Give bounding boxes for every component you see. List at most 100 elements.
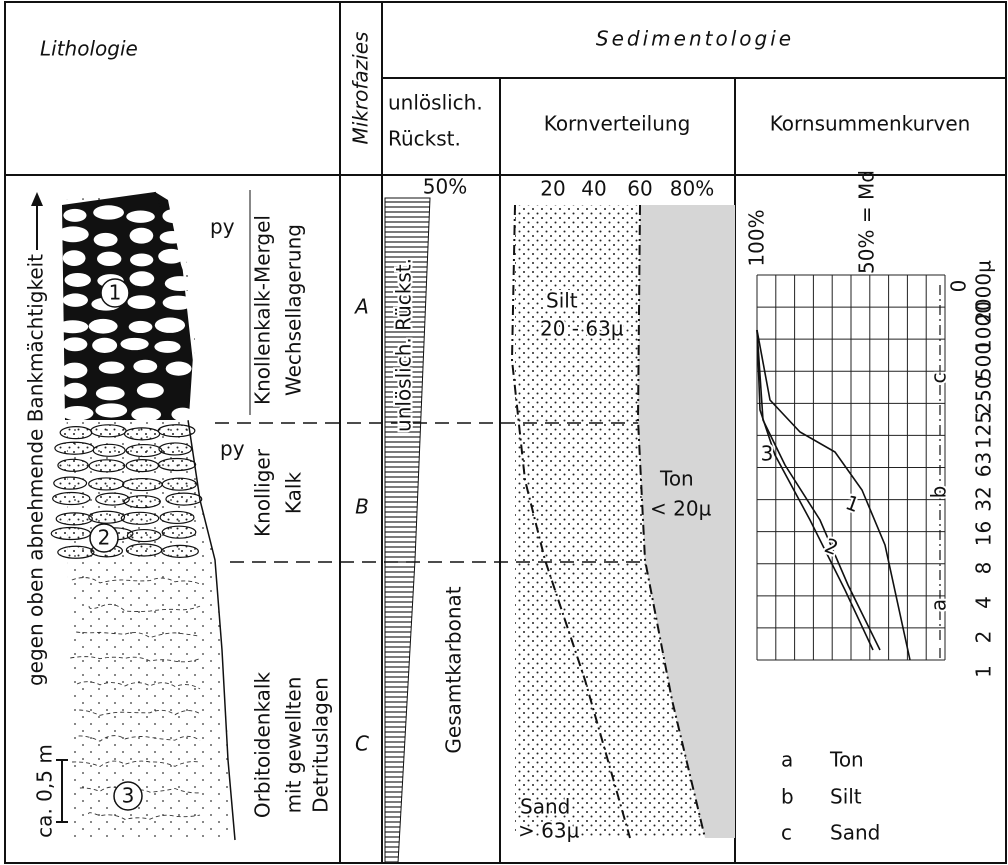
nodule [165,276,196,291]
bed-marker-label: 3 [122,784,135,808]
nodule [92,338,117,353]
insoluble-header: Rückst. [388,127,461,151]
size-label: 16 [972,521,996,546]
nodule [160,511,194,523]
nodule [89,460,125,472]
nodule [127,295,155,309]
nodule [123,479,162,491]
nodule [63,293,88,306]
nodule [89,478,124,490]
nodule [58,459,88,471]
vertical-label: unlöslich. Rückst. [392,258,416,432]
figure: Lithologie Mikrofazies Sedimentologie un… [0,0,1008,865]
fraction-name: Sand [520,795,570,819]
nodule [91,425,126,437]
legend-key: a [781,748,793,772]
nodule [89,319,118,334]
top-label: 100% [745,209,769,266]
nodule [53,493,90,505]
size-label: 1 [972,665,996,678]
thickness-label: gegen oben abnehmende Bankmächtigkeit [24,254,48,686]
top-label: 50% = Md [855,170,879,274]
nodule [126,445,162,457]
nodule [65,273,91,287]
legend-key: c [781,821,792,845]
nodule [162,526,196,538]
nodule [96,387,125,401]
nodule [89,511,125,523]
nodule [63,250,86,266]
nodule [162,545,199,557]
nodule [94,233,118,247]
fraction-label: b [927,486,951,499]
unit-name: Knolliger [251,448,275,537]
nodule [57,226,88,242]
unit-detail: mit gewellten [282,677,306,814]
unit-name: Orbitoidenkalk [251,672,275,819]
nodule [54,477,87,489]
nodule [130,228,154,244]
cumulative-header: Kornsummenkurven [770,112,971,136]
nodule [64,383,87,399]
nodule [155,318,185,333]
fraction-name: Silt [546,289,578,313]
nodule [130,271,155,286]
nodule [166,493,202,505]
lithology-column [51,192,235,840]
curve-label: 2 [821,533,841,560]
legend-label: Silt [830,785,862,809]
curve-label: 1 [842,490,862,517]
size-label: 125 [972,411,996,449]
scale-label: 50% [423,175,467,199]
zone-label: C [355,732,369,756]
nodule [127,530,160,542]
size-label: 250 [972,376,996,414]
nodule [171,408,194,421]
fraction-label: a [927,599,951,611]
fraction-range: 20 - 63µ [540,317,624,341]
nodule [126,460,158,472]
bed-marker: 3 [114,782,142,810]
fraction-name: Ton [659,467,694,491]
scale-label: ca. 0,5 m [33,744,57,838]
nodule [159,443,192,455]
top-label: 0 [947,280,971,293]
fraction-range: < 20µ [650,497,712,521]
nodule [99,361,125,373]
nodule [51,528,90,540]
nodule [124,428,159,440]
unit-detail: Kalk [282,472,306,515]
bed-marker-label: 2 [98,526,111,550]
legend-label: Ton [829,748,864,772]
grain-header: Kornverteilung [544,112,691,136]
nodule [158,249,184,264]
nodule [120,338,148,350]
nodule [162,478,196,490]
nodule [163,296,194,310]
legend-key: b [781,785,794,809]
pyrite-label: py [220,437,245,461]
nodule [137,383,164,398]
unit-name: Knollenkalk-Mergel [251,215,275,405]
nodule [130,253,153,266]
nodule [162,209,186,223]
nodule [63,209,86,222]
nodule [97,252,121,266]
fraction-label: c [927,373,951,384]
bed-marker: 1 [101,279,129,307]
curve-label: 3 [761,442,774,466]
size-label: 8 [972,562,996,575]
scale-label: 60 [627,177,652,201]
microfacies-title: Mikrofazies [349,32,373,145]
nodule [133,360,157,373]
zone-label: A [353,295,369,319]
legend-label: Sand [830,821,880,845]
nodule [158,459,195,471]
unit-detail: Detrituslagen [309,677,333,813]
fraction-range: > 63µ [518,819,580,843]
vertical-label: Gesamtkarbonat [442,586,466,753]
bed-marker-label: 1 [109,281,122,305]
curve [757,330,910,660]
scale-label: 40 [581,177,606,201]
